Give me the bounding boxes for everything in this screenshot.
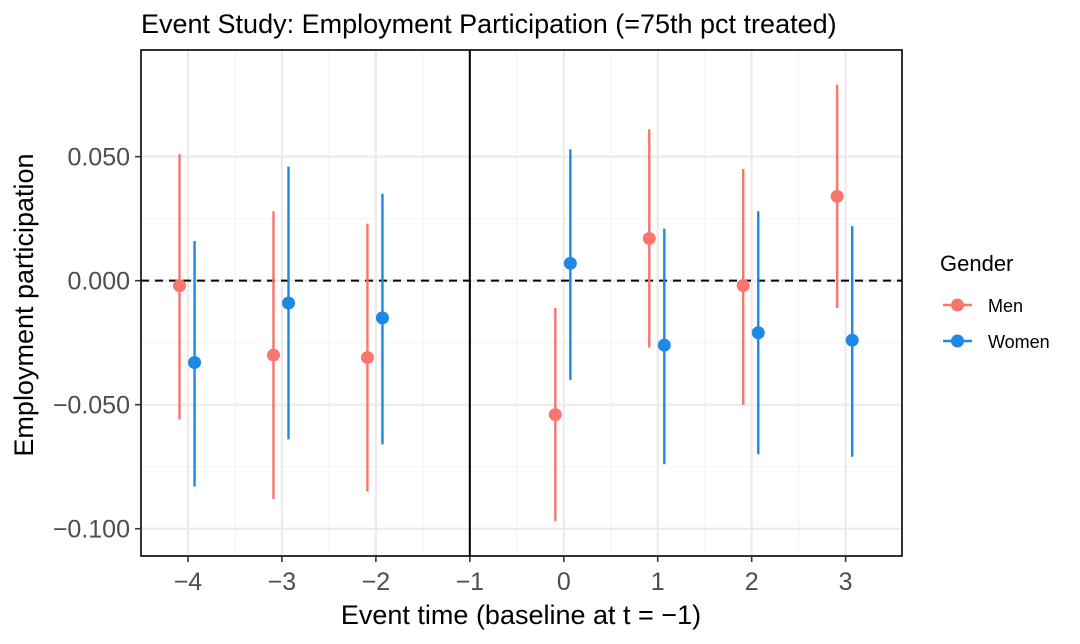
x-axis-ticks: −4 −3 −2 −1 0 1 2 3 [174,556,853,596]
data-marks [173,84,859,522]
y-tick-label: −0.100 [53,516,130,544]
men-point [360,351,374,365]
x-tick-label: 1 [651,568,665,596]
legend-items: Men Women [943,296,1050,352]
x-tick-label: 3 [839,568,853,596]
panel-border [140,49,903,557]
women-point [845,333,859,347]
y-axis-title: Employment participation [9,153,39,456]
legend-title: Gender [940,251,1013,276]
men-point [642,232,656,246]
grid [141,50,902,556]
men-point [736,279,750,293]
x-tick-label: 0 [557,568,571,596]
men-point [548,408,562,422]
x-tick-label: 2 [745,568,759,596]
y-tick-label: 0.000 [67,268,130,296]
legend-label-women: Women [988,332,1050,352]
legend: Gender Men Women [940,251,1050,352]
men-point [830,189,844,203]
legend-key-point-men [951,298,964,312]
women-point [563,256,577,270]
y-tick-label: 0.050 [67,144,130,172]
women-point [188,356,202,370]
women-point [375,311,389,325]
y-tick-label: −0.050 [53,392,130,420]
women-point [657,338,671,352]
x-tick-label: −4 [174,568,203,596]
legend-key-point-women [951,334,964,348]
men-point [173,279,187,293]
men-point [266,348,280,362]
x-tick-label: −1 [456,568,485,596]
chart-title: Event Study: Employment Participation (=… [141,9,837,39]
legend-label-men: Men [988,296,1023,316]
women-point [282,296,296,310]
x-tick-label: −3 [268,568,297,596]
reference-lines [141,50,902,556]
women-point [751,326,765,340]
x-tick-label: −2 [362,568,391,596]
y-axis-ticks: −0.100 −0.050 0.000 0.050 [53,144,141,544]
x-axis-title: Event time (baseline at t = −1) [341,600,701,630]
